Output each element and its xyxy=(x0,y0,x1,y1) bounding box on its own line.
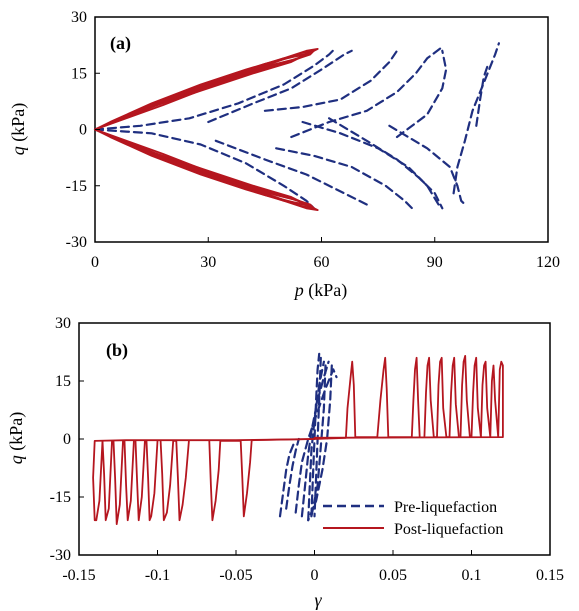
legend-post-liquefaction-label: Post-liquefaction xyxy=(394,521,503,538)
panel-b-pre-liquefaction-path xyxy=(294,368,338,514)
panel-b-data-layer xyxy=(92,352,504,525)
panel-b-x-ticks: -0.15 -0.1 -0.05 0 0.05 0.1 0.15 xyxy=(62,550,564,584)
panel-b: 30 15 0 -15 -30 -0.15 -0.1 -0.05 0 0.05 0.1 0.15 (… xyxy=(6,315,564,610)
panel-b-y-tick-label: -30 xyxy=(50,547,71,564)
panel-a-y-axis-variable: q xyxy=(8,146,28,155)
panel-a-pre-liquefaction-path xyxy=(275,147,414,210)
panel-b-pre-liquefaction-path xyxy=(307,364,333,522)
panel-a-pre-liquefaction-path xyxy=(263,49,399,112)
panel-a-x-tick-label: 60 xyxy=(314,254,330,271)
panel-b-pre-liquefaction-path xyxy=(285,437,300,510)
panel-a-data-layer xyxy=(93,42,500,211)
panel-b-y-axis-unit: (kPa) xyxy=(6,412,27,456)
panel-b-x-axis-title: γ xyxy=(314,590,322,610)
panel-a-y-tick-label: 30 xyxy=(71,9,87,26)
panel-b-x-tick-label: -0.05 xyxy=(219,567,252,584)
panel-b-post-liquefaction-path xyxy=(159,440,190,522)
panel-a-x-tick-label: 30 xyxy=(200,254,216,271)
panel-a-plot-frame xyxy=(94,16,549,243)
panel-a-post-liquefaction-path xyxy=(94,128,319,211)
panel-a-pre-liquefaction-path xyxy=(93,49,334,131)
panel-b-pre-liquefaction-path xyxy=(307,360,325,522)
panel-a-y-tick-label: -15 xyxy=(66,178,87,195)
panel-a-pre-liquefaction-path xyxy=(452,42,500,195)
panel-b-x-tick-label: 0.05 xyxy=(379,567,407,584)
panel-a-y-axis-unit: (kPa) xyxy=(8,103,29,147)
panel-b-y-axis-title: q (kPa) xyxy=(6,412,27,465)
panel-b-post-liquefaction-path xyxy=(459,355,482,438)
panel-a-pre-liquefaction-path xyxy=(214,139,368,206)
panel-b-y-tick-label: 30 xyxy=(55,315,71,332)
panel-a-pre-liquefaction-path xyxy=(475,64,489,127)
panel-a-x-tick-label: 0 xyxy=(91,254,99,271)
panel-a-pre-liquefaction-path xyxy=(388,124,466,206)
panel-b-post-liquefaction-path xyxy=(313,360,504,439)
panel-a-y-ticks: 30 15 0 -15 -30 xyxy=(66,9,100,251)
panel-a-y-tick-label: 15 xyxy=(71,65,87,82)
panel-a-pre-liquefaction-path xyxy=(395,49,448,139)
panel-b-y-tick-label: 0 xyxy=(63,431,71,448)
panel-b-post-liquefaction-path xyxy=(101,440,135,525)
panel-a-x-axis-title: p (kPa) xyxy=(293,280,348,301)
panel-b-x-tick-label: 0 xyxy=(311,567,319,584)
panel-b-x-tick-label: -0.1 xyxy=(145,567,170,584)
panel-a-y-axis-title: q (kPa) xyxy=(8,103,29,156)
panel-a: 30 15 0 -15 -30 0 30 60 90 120 (a) p (kPa) q (kP… xyxy=(8,9,560,301)
panel-a-pre-liquefaction-path xyxy=(328,117,444,210)
panel-a-pre-liquefaction-path xyxy=(301,120,440,206)
panel-b-post-liquefaction-path xyxy=(134,440,159,522)
panel-a-x-tick-label: 120 xyxy=(536,254,560,271)
panel-a-x-axis-unit: (kPa) xyxy=(304,280,348,301)
panel-a-pre-liquefaction-path xyxy=(290,45,444,139)
panel-a-post-liquefaction-path xyxy=(94,48,319,131)
panel-a-y-tick-label: 0 xyxy=(79,122,87,139)
panel-b-legend: Pre-liquefaction Post-liquefaction xyxy=(323,499,503,538)
panel-a-x-ticks: 0 30 60 90 120 xyxy=(91,237,560,271)
panel-b-y-tick-label: 15 xyxy=(55,373,71,390)
panel-a-x-tick-label: 90 xyxy=(427,254,443,271)
panel-b-y-axis-variable: q xyxy=(6,455,26,464)
panel-b-y-tick-label: -15 xyxy=(50,489,71,506)
panel-a-label: (a) xyxy=(110,33,131,54)
panel-b-x-tick-label: 0.15 xyxy=(536,567,564,584)
panel-b-y-ticks: 30 15 0 -15 -30 xyxy=(50,315,84,564)
panel-b-post-liquefaction-path xyxy=(92,438,316,522)
panel-a-pre-liquefaction-path xyxy=(93,128,315,210)
legend-pre-liquefaction-label: Pre-liquefaction xyxy=(394,499,497,516)
panel-b-post-liquefaction-path xyxy=(423,356,460,438)
panel-a-y-tick-label: -30 xyxy=(66,234,87,251)
panel-a-pre-liquefaction-path xyxy=(207,49,353,124)
panel-b-label: (b) xyxy=(106,340,128,361)
panel-a-x-axis-variable: p xyxy=(293,280,304,300)
panel-b-pre-liquefaction-path xyxy=(278,441,296,518)
panel-b-post-liquefaction-path xyxy=(313,356,421,440)
panel-b-x-tick-label: -0.15 xyxy=(62,567,95,584)
panel-b-x-tick-label: 0.1 xyxy=(462,567,482,584)
